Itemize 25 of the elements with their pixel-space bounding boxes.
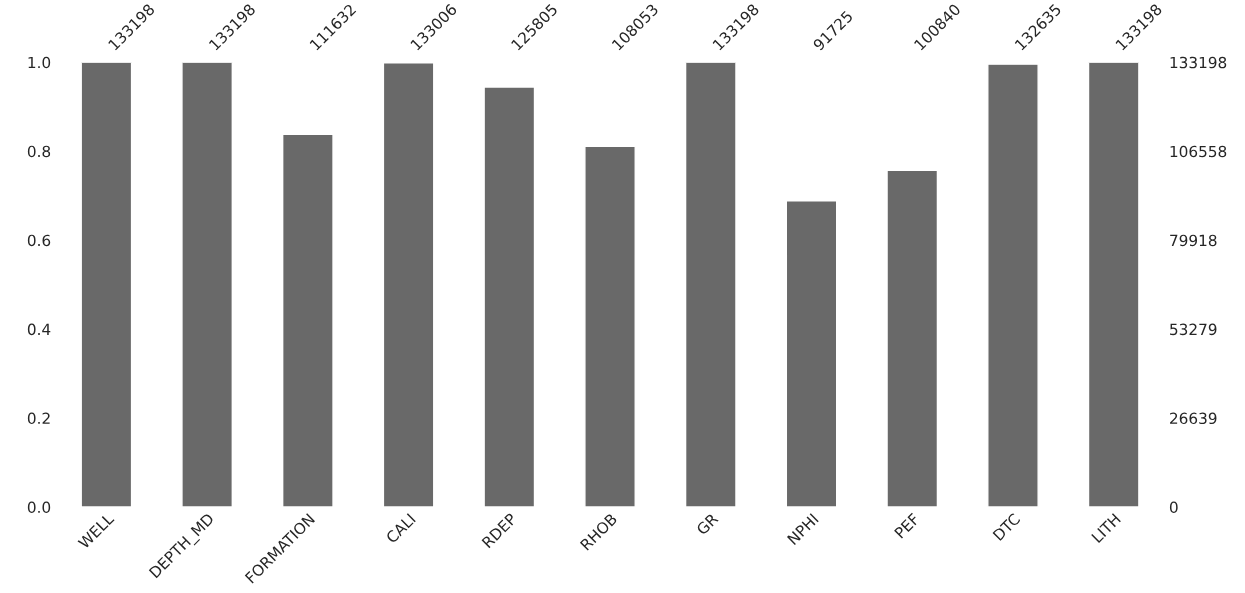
bar [1087, 62, 1140, 508]
y2-tick-label: 79918 [1170, 234, 1217, 247]
y-tick-label: 0.6 [27, 234, 51, 247]
bar [281, 133, 334, 508]
y-tick-label: 0.2 [27, 412, 50, 425]
bar [80, 62, 133, 508]
bar [785, 200, 838, 508]
y-tick-label: 0.8 [27, 145, 51, 158]
y2-tick-label: 133198 [1170, 56, 1227, 69]
bar [886, 169, 939, 508]
bar [684, 62, 737, 508]
bar [382, 62, 435, 508]
bar [181, 62, 234, 508]
y-tick-label: 0.0 [27, 501, 51, 514]
y-tick-label: 1.0 [28, 56, 51, 69]
bar [584, 145, 636, 508]
bar [987, 63, 1039, 508]
y2-tick-label: 0 [1169, 501, 1178, 514]
y2-tick-label: 53279 [1170, 323, 1217, 336]
y2-tick-label: 106558 [1170, 145, 1227, 158]
x-tick-label: PEF [894, 512, 920, 539]
y2-tick-label: 26639 [1170, 412, 1217, 425]
y-tick-label: 0.4 [27, 323, 51, 336]
x-tick-label: GR [695, 512, 719, 536]
bar [483, 86, 536, 508]
